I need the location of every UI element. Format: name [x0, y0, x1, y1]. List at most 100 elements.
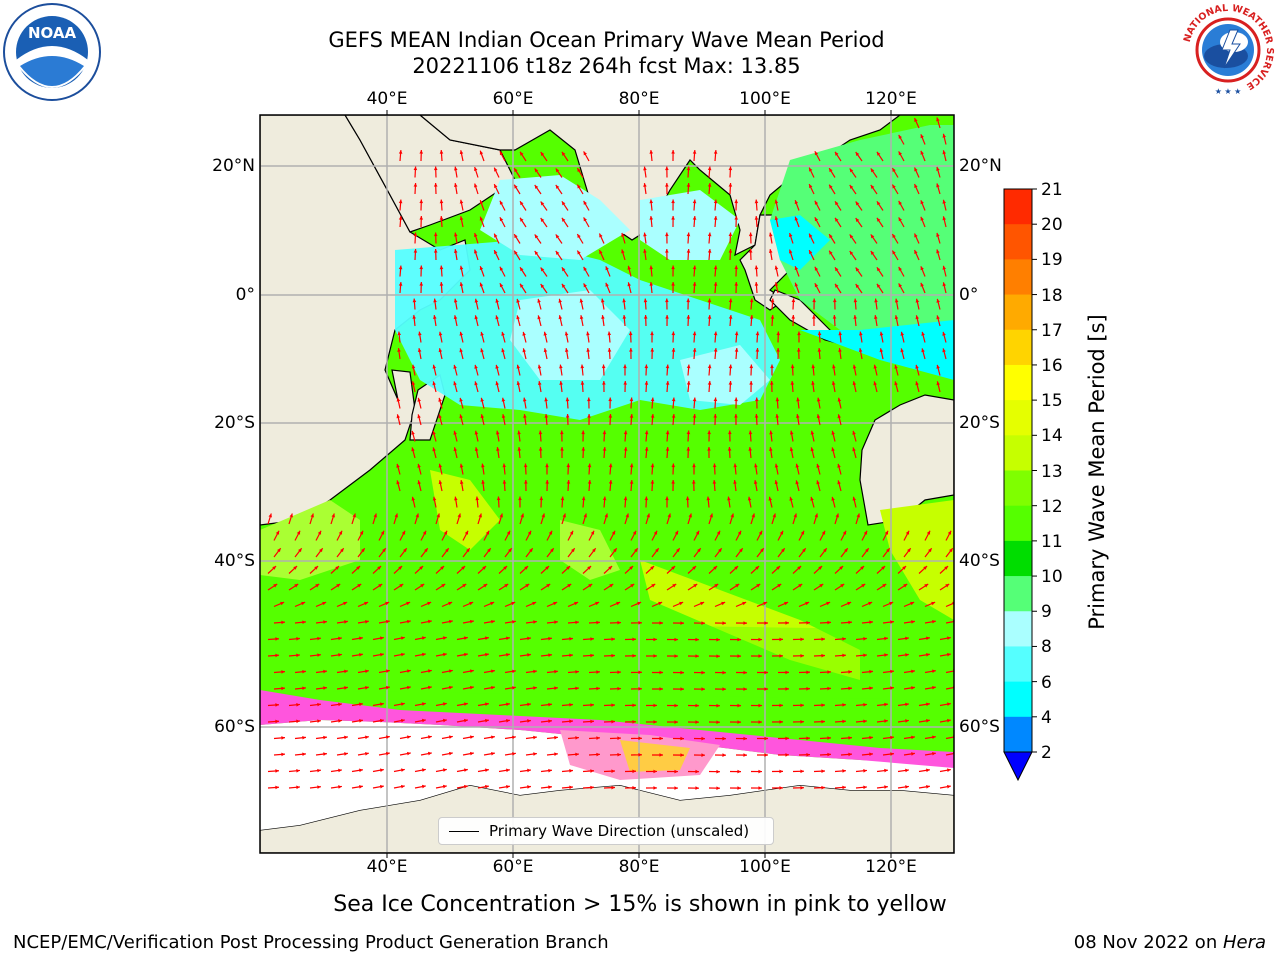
- wave-arrowhead: [837, 480, 841, 485]
- wave-arrowhead: [323, 686, 327, 690]
- wave-arrowhead: [601, 315, 605, 319]
- wave-arrowhead: [588, 584, 593, 588]
- colorbar-label: 9: [1041, 602, 1052, 623]
- wave-arrowhead: [800, 769, 804, 774]
- wave-arrowhead: [671, 216, 675, 220]
- wave-arrowhead: [712, 480, 717, 484]
- wave-arrowhead: [769, 381, 774, 385]
- wave-arrowhead: [800, 785, 804, 790]
- wave-arrowhead: [580, 381, 585, 385]
- wave-arrowhead: [779, 769, 783, 774]
- wave-arrowhead: [569, 703, 573, 707]
- wave-arrowhead: [438, 463, 443, 468]
- wave-arrowhead: [716, 769, 720, 774]
- wave-arrowhead: [555, 234, 560, 239]
- wave-arrowhead: [876, 283, 881, 288]
- wave-arrowhead: [400, 702, 405, 706]
- wave-arrowhead: [776, 331, 781, 336]
- wave-arrowhead: [561, 151, 566, 156]
- wave-arrowhead: [794, 266, 799, 271]
- wave-arrowhead: [433, 298, 437, 303]
- wave-arrowhead: [632, 786, 636, 790]
- wave-arrowhead: [691, 480, 696, 484]
- wave-arrowhead: [478, 513, 482, 518]
- wave-arrowhead: [540, 217, 545, 222]
- wave-arrowhead: [365, 685, 369, 690]
- wave-arrowhead: [432, 447, 436, 452]
- wave-arrowhead: [870, 234, 875, 239]
- wave-arrowhead: [680, 753, 684, 757]
- wave-arrowhead: [695, 786, 699, 790]
- wave-arrowhead: [728, 232, 733, 237]
- wave-arrowhead: [359, 702, 363, 707]
- wave-arrowhead: [396, 397, 401, 402]
- wave-arrowhead: [438, 348, 443, 353]
- wave-arrowhead: [479, 282, 484, 287]
- wave-arrowhead: [499, 513, 503, 518]
- wave-arrowhead: [481, 463, 485, 468]
- wave-arrowhead: [630, 584, 635, 588]
- wave-arrowhead: [516, 364, 521, 369]
- wave-arrowhead: [537, 298, 541, 303]
- wave-arrowhead: [508, 548, 512, 553]
- wave-arrowhead: [418, 331, 422, 336]
- wave-arrowhead: [621, 249, 625, 254]
- wave-arrowhead: [503, 566, 508, 570]
- wave-arrowhead: [920, 266, 924, 271]
- wave-arrowhead: [686, 298, 691, 303]
- wave-arrowhead: [275, 703, 279, 707]
- wave-arrowhead: [343, 601, 348, 606]
- wave-arrowhead: [623, 430, 628, 435]
- wave-arrowhead: [520, 217, 524, 222]
- colorbar-swatch: [1004, 505, 1032, 542]
- wave-arrowhead: [344, 686, 348, 690]
- wave-arrowhead: [512, 686, 516, 690]
- wave-arrowhead: [365, 735, 369, 740]
- wave-arrowhead: [797, 566, 802, 570]
- wave-arrowhead: [863, 530, 868, 535]
- wave-arrowhead: [583, 151, 587, 156]
- wave-arrowhead: [380, 636, 384, 640]
- wave-arrowhead: [575, 686, 579, 691]
- wave-arrowhead: [403, 548, 407, 553]
- wave-arrowhead: [558, 298, 562, 303]
- wave-arrowhead: [737, 703, 741, 708]
- wave-arrowhead: [821, 530, 826, 535]
- wave-arrowhead: [495, 315, 499, 320]
- wave-arrowhead: [590, 719, 594, 724]
- wave-arrowhead: [838, 348, 842, 352]
- wave-arrowhead: [855, 201, 860, 206]
- wave-arrowhead: [562, 513, 566, 518]
- svg-text:★ ★ ★: ★ ★ ★: [1215, 87, 1242, 96]
- wave-arrowhead: [842, 653, 846, 658]
- wave-arrowhead: [617, 686, 621, 691]
- wave-arrowhead: [949, 548, 953, 553]
- colorbar-label: 15: [1041, 391, 1063, 412]
- wave-arrowhead: [359, 653, 363, 657]
- wave-arrowhead: [534, 168, 539, 173]
- wave-arrowhead: [275, 530, 280, 535]
- colorbar-label: 11: [1041, 531, 1063, 552]
- wave-arrowhead: [733, 463, 738, 468]
- wave-arrowhead: [649, 265, 654, 270]
- wave-arrowhead: [785, 736, 789, 741]
- wave-arrowhead: [590, 785, 594, 790]
- wave-arrowhead: [734, 199, 739, 204]
- wave-arrowhead: [756, 584, 761, 588]
- wave-arrowhead: [730, 513, 734, 518]
- wave-arrowhead: [914, 233, 918, 238]
- wave-arrowhead: [344, 735, 348, 740]
- wave-arrowhead: [686, 430, 691, 435]
- wave-arrowhead: [701, 687, 705, 691]
- wave-arrowhead: [417, 480, 421, 485]
- wave-arrowhead: [296, 702, 300, 707]
- wave-arrowhead: [754, 199, 759, 204]
- wave-arrowhead: [548, 653, 552, 657]
- wave-arrowhead: [809, 233, 813, 238]
- wave-arrowhead: [514, 250, 518, 255]
- wave-arrowhead: [814, 513, 818, 518]
- wave-arrowhead: [516, 315, 520, 320]
- wave-arrowhead: [774, 463, 779, 468]
- wave-arrowhead: [319, 548, 323, 553]
- wave-arrowhead: [514, 168, 518, 173]
